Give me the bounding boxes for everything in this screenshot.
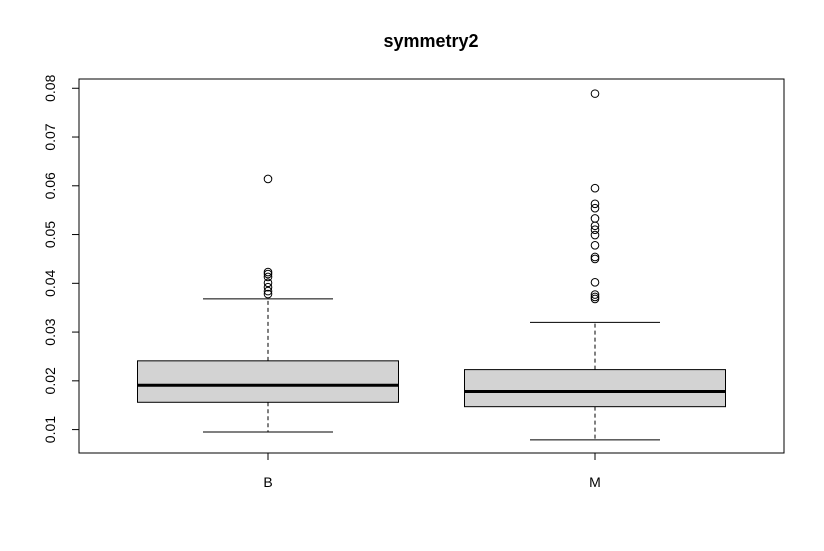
box-M [464,369,726,408]
x-tick-label: B [263,474,272,490]
boxes-group [137,89,726,441]
y-tick-label: 0.01 [42,416,58,443]
outlier-point [590,278,600,287]
outlier-point [263,269,273,279]
chart-title: symmetry2 [383,31,478,51]
outlier-point [590,89,600,98]
outlier-point [263,278,273,288]
outlier-point [590,290,600,299]
outlier-point [590,252,600,262]
outlier-point [263,289,273,299]
outlier-point [590,203,600,213]
outlier-point [590,230,600,240]
y-tick-label: 0.02 [42,367,58,394]
y-tick-label: 0.06 [42,172,58,199]
box-B [137,360,399,403]
y-axis-ticks: 0.01 0.02 0.03 0.04 0.05 0.06 0.07 0.08 [42,74,79,443]
y-tick-label: 0.03 [42,318,58,345]
y-tick-label: 0.04 [42,269,58,296]
x-tick-label: M [589,474,601,490]
outlier-point [590,240,600,250]
y-tick-label: 0.05 [42,221,58,248]
outlier-point [590,294,600,304]
outlier-point [590,225,600,234]
outlier-point [263,272,273,282]
y-tick-label: 0.07 [42,123,58,150]
outlier-point [590,199,600,209]
outlier-point [263,286,273,296]
outlier-point [263,282,273,292]
outlier-point [590,254,600,264]
outlier-point [263,174,273,184]
outlier-point [590,183,600,193]
outlier-point [590,221,600,231]
y-tick-label: 0.08 [42,74,58,101]
outlier-point [590,214,600,223]
